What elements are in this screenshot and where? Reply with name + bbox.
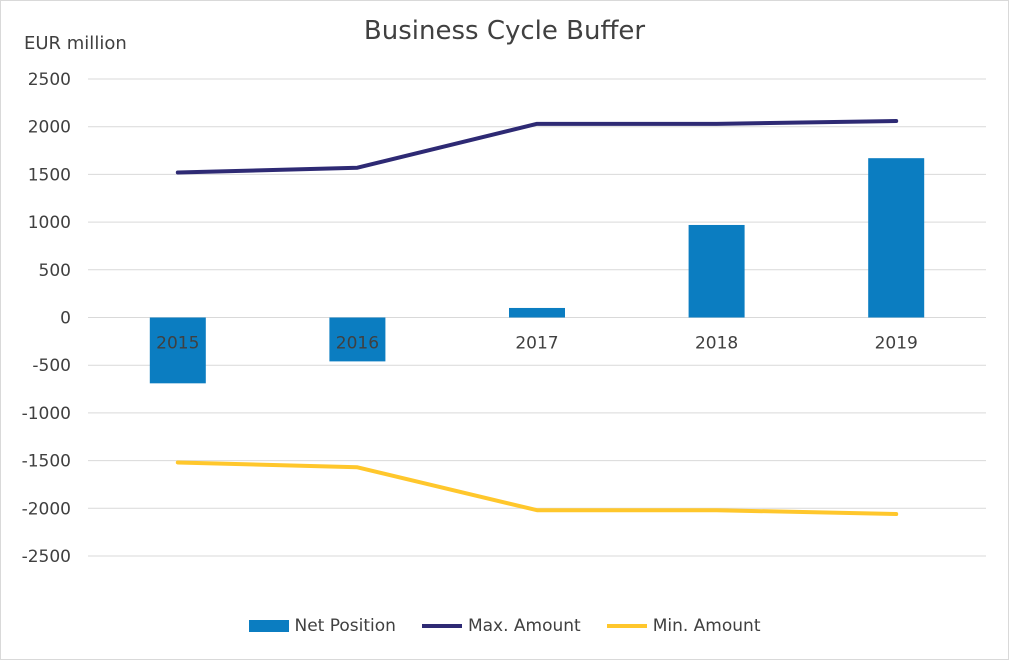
y-tick-label: 1000 [28, 213, 71, 233]
legend-swatch-max-amount [421, 624, 462, 628]
legend-label-min-amount: Min. Amount [652, 616, 761, 636]
y-tick-label: 2500 [28, 70, 71, 90]
legend-swatch-net-position [248, 620, 289, 632]
line-max-amount [175, 118, 899, 175]
y-tick-label: -1000 [22, 404, 71, 424]
chart-title: Business Cycle Buffer [363, 16, 646, 46]
x-tick-label: 2016 [336, 334, 379, 354]
bar-net-position [509, 307, 565, 318]
y-tick-label: 2000 [28, 118, 71, 138]
legend-swatch-min-amount [606, 624, 647, 628]
line-min-amount [175, 460, 899, 517]
legend-item-min-amount: Min. Amount [606, 616, 761, 636]
bar-net-position [329, 317, 386, 362]
x-tick-label: 2017 [515, 334, 558, 354]
legend-label-max-amount: Max. Amount [467, 616, 581, 636]
y-tick-label: -1500 [22, 452, 71, 472]
bar-net-position [688, 224, 745, 318]
bar-net-position [149, 317, 206, 384]
y-tick-label: -2500 [22, 547, 71, 567]
y-tick-label: -500 [32, 356, 71, 376]
y-tick-label: 0 [60, 309, 71, 329]
legend-item-max-amount: Max. Amount [421, 616, 581, 636]
legend-item-net-position: Net Position [248, 616, 396, 636]
bar-net-position [868, 158, 925, 318]
x-tick-label: 2019 [875, 334, 918, 354]
legend: Net Position Max. Amount Min. Amount [0, 616, 1009, 636]
legend-label-net-position: Net Position [294, 616, 396, 636]
y-tick-label: 1500 [28, 165, 71, 185]
y-tick-label: 500 [39, 261, 71, 281]
y-axis-label: EUR million [24, 33, 127, 54]
x-tick-label: 2018 [695, 334, 738, 354]
x-tick-label: 2015 [156, 334, 199, 354]
y-tick-label: -2000 [22, 499, 71, 519]
